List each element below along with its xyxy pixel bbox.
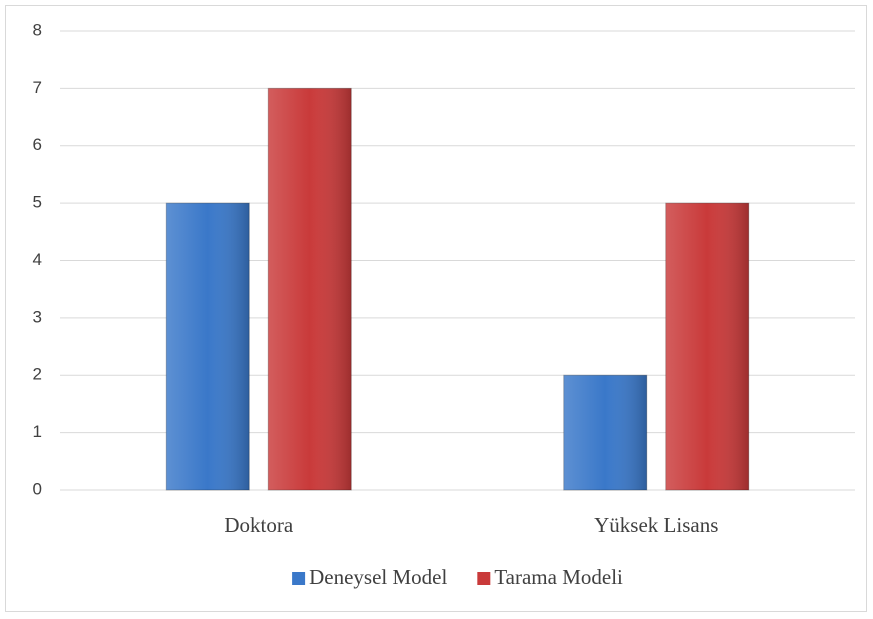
y-tick-label: 8 — [33, 20, 42, 39]
bar — [165, 202, 250, 491]
legend-swatch — [477, 572, 491, 585]
y-tick-label: 4 — [33, 250, 42, 269]
bar — [267, 87, 352, 491]
legend-label: Deneysel Model — [309, 565, 447, 589]
y-tick-label: 3 — [33, 307, 42, 326]
x-tick-label: Doktora — [224, 513, 293, 537]
y-tick-label: 0 — [33, 479, 42, 498]
x-tick-label: Yüksek Lisans — [594, 513, 718, 537]
legend-swatch — [292, 572, 306, 585]
y-tick-label: 2 — [33, 365, 42, 384]
y-tick-label: 7 — [33, 78, 42, 97]
y-tick-label: 6 — [33, 135, 42, 154]
bar — [665, 202, 750, 491]
legend-label: Tarama Modeli — [494, 565, 623, 589]
y-tick-label: 5 — [33, 193, 42, 212]
y-tick-label: 1 — [33, 422, 42, 441]
bar — [563, 374, 648, 491]
